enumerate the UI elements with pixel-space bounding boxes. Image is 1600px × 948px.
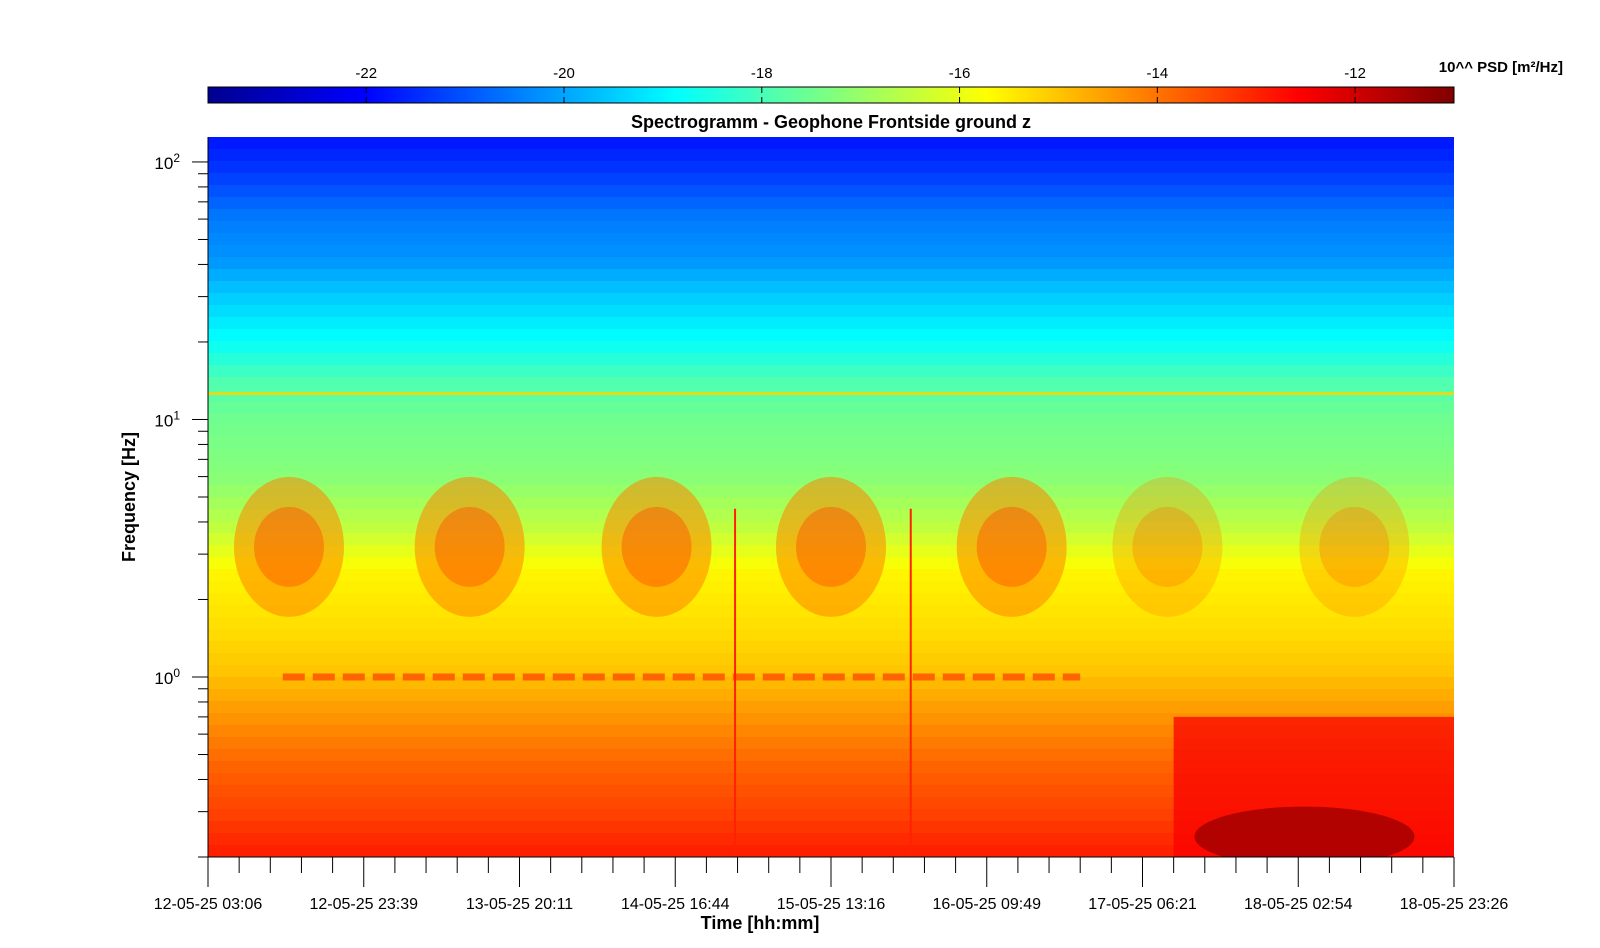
- psd-band: [208, 185, 1454, 198]
- psd-band: [208, 665, 1454, 678]
- colorbar-tick-label: -14: [1146, 65, 1168, 82]
- y-axis-label: Frequency [Hz]: [119, 432, 139, 562]
- psd-band: [208, 725, 1454, 738]
- x-axis-label: Time [hh:mm]: [701, 913, 820, 933]
- psd-band: [208, 833, 1454, 846]
- activity-burst-core: [1319, 506, 1390, 587]
- activity-burst: [233, 476, 344, 617]
- plot-area: [208, 137, 1454, 857]
- psd-band: [208, 653, 1454, 666]
- x-tick-label: 15-05-25 13:16: [777, 896, 886, 913]
- x-tick-label: 12-05-25 23:39: [309, 896, 418, 913]
- colorbar-tick-label: -16: [949, 65, 971, 82]
- psd-band: [208, 209, 1454, 222]
- x-tick-label: 12-05-25 03:06: [154, 896, 263, 913]
- activity-burst: [776, 476, 886, 617]
- activity-burst: [1299, 476, 1410, 617]
- activity-burst-core: [796, 506, 866, 587]
- activity-burst: [414, 476, 525, 617]
- psd-band: [208, 761, 1454, 774]
- activity-burst-core: [1132, 506, 1203, 587]
- psd-band: [208, 701, 1454, 714]
- psd-band: [208, 641, 1454, 654]
- colorbar-ticks: -22 -20 -18 -16 -14 -12: [355, 65, 1366, 103]
- psd-band: [208, 269, 1454, 282]
- psd-band: [208, 329, 1454, 342]
- psd-band: [208, 821, 1454, 834]
- x-tick-label: 14-05-25 16:44: [621, 896, 730, 913]
- psd-band: [208, 149, 1454, 162]
- x-axis: 12-05-25 03:06 12-05-25 23:39 13-05-25 20:…: [154, 856, 1509, 933]
- psd-band: [208, 377, 1454, 390]
- colorbar-label: 10^^ PSD [m²/Hz]: [1439, 59, 1563, 76]
- psd-band: [208, 257, 1454, 270]
- activity-burst-core: [621, 506, 692, 587]
- x-tick-label: 18-05-25 02:54: [1244, 896, 1353, 913]
- psd-band: [208, 365, 1454, 378]
- psd-band: [208, 173, 1454, 186]
- activity-bursts: [233, 476, 1454, 857]
- psd-band: [208, 785, 1454, 798]
- psd-band: [208, 797, 1454, 810]
- activity-burst-core: [253, 506, 324, 587]
- colorbar-tick-label: -20: [553, 65, 575, 82]
- y-axis: 100 101 102 Frequency [Hz]: [119, 137, 209, 858]
- activity-burst: [1112, 476, 1223, 617]
- x-ticks: 12-05-25 03:06 12-05-25 23:39 13-05-25 20:…: [154, 857, 1509, 913]
- spectral-lines: [208, 392, 1454, 857]
- colorbar-tick-label: -18: [751, 65, 773, 82]
- psd-band: [208, 845, 1454, 857]
- y-tick-label: 101: [154, 408, 180, 430]
- psd-band: [208, 341, 1454, 354]
- x-tick-label: 17-05-25 06:21: [1088, 896, 1197, 913]
- psd-band: [208, 773, 1454, 786]
- psd-band: [208, 401, 1454, 414]
- colorbar-tick-label: -22: [355, 65, 377, 82]
- colorbar-tick-label: -12: [1344, 65, 1366, 82]
- psd-band: [208, 305, 1454, 318]
- low-frequency-peak: [1194, 806, 1415, 857]
- psd-band: [208, 713, 1454, 726]
- psd-band: [208, 293, 1454, 306]
- psd-band: [208, 809, 1454, 822]
- psd-band: [208, 425, 1454, 438]
- activity-burst-core: [976, 506, 1047, 587]
- psd-band: [208, 437, 1454, 450]
- psd-band: [208, 737, 1454, 750]
- psd-band: [208, 677, 1454, 690]
- psd-band: [208, 281, 1454, 294]
- psd-band: [208, 197, 1454, 210]
- chart-title: Spectrogramm - Geophone Frontside ground…: [631, 112, 1031, 132]
- psd-band: [208, 161, 1454, 174]
- psd-band: [208, 221, 1454, 234]
- activity-burst: [956, 476, 1067, 617]
- x-tick-label: 18-05-25 23:26: [1400, 896, 1509, 913]
- psd-band: [208, 461, 1454, 474]
- psd-band: [208, 389, 1454, 402]
- colorbar: -22 -20 -18 -16 -14 -12 10^^ PSD [m²/Hz]: [207, 59, 1563, 104]
- colorbar-gradient: [207, 86, 1455, 104]
- activity-burst: [601, 476, 712, 617]
- psd-band: [208, 233, 1454, 246]
- y-ticks: 100 101 102: [154, 151, 208, 858]
- psd-band: [208, 413, 1454, 426]
- x-tick-label: 13-05-25 20:11: [466, 896, 573, 913]
- psd-band: [208, 353, 1454, 366]
- psd-band: [208, 137, 1454, 150]
- x-tick-label: 16-05-25 09:49: [932, 896, 1041, 913]
- psd-band: [208, 449, 1454, 462]
- psd-band: [208, 245, 1454, 258]
- psd-band: [208, 629, 1454, 642]
- psd-band: [208, 749, 1454, 762]
- y-tick-label: 102: [154, 151, 180, 173]
- psd-band: [208, 617, 1454, 630]
- psd-band: [208, 317, 1454, 330]
- psd-band: [208, 689, 1454, 702]
- activity-burst-core: [434, 506, 505, 587]
- y-tick-label: 100: [154, 666, 180, 688]
